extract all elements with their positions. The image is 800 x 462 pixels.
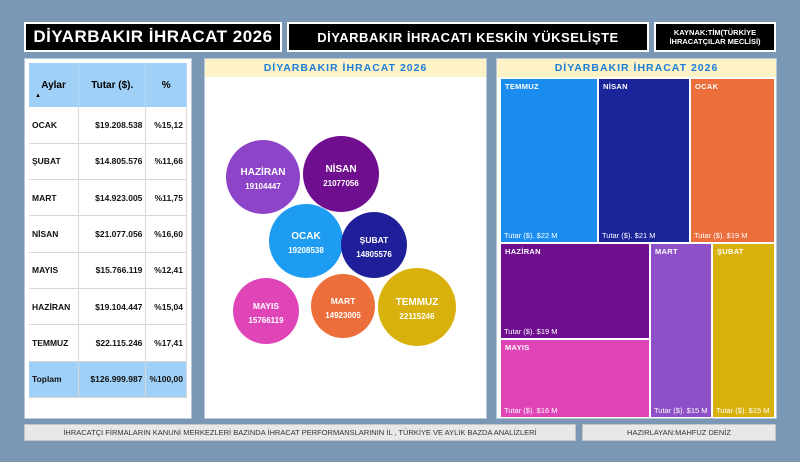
column-header-percent[interactable]: % (145, 63, 187, 107)
month-cell: MART (29, 179, 80, 217)
source-label: KAYNAK:TİM(TÜRKİYE İHRACATÇILAR MECLİSİ) (654, 22, 776, 52)
tile-name: TEMMUZ (505, 82, 539, 91)
treemap-tile-ni̇san[interactable]: NİSAN Tutar ($). $21 M (598, 78, 690, 243)
treemap-tile-temmuz[interactable]: TEMMUZ Tutar ($). $22 M (500, 78, 598, 243)
amount-cell: $14.923.005 (78, 179, 147, 217)
tile-name: MART (655, 247, 678, 256)
tile-value: Tutar ($). $22 M (504, 231, 558, 240)
headline-banner: DİYARBAKIR İHRACATI KESKİN YÜKSELİŞTE (287, 22, 649, 52)
tile-value: Tutar ($). $15 M (654, 406, 708, 415)
bubble-mayis[interactable]: MAYIS 15766119 (233, 278, 299, 344)
amount-cell: $126.999.987 (78, 361, 147, 398)
table-row[interactable]: MAYIS $15.766.119 %12,41 (29, 252, 187, 289)
bubble-circle[interactable] (311, 274, 375, 338)
bubble-circle[interactable] (226, 140, 300, 214)
table-row[interactable]: TEMMUZ $22.115.246 %17,41 (29, 324, 187, 362)
column-header-amount[interactable]: Tutar ($). (78, 63, 147, 107)
percent-cell: %15,12 (145, 107, 187, 144)
bubble-label: HAZİRAN (241, 165, 286, 178)
bubble-value: 14923005 (325, 311, 361, 320)
tile-name: NİSAN (603, 82, 628, 91)
tile-name: ŞUBAT (717, 247, 744, 256)
footer-author: HAZIRLAYAN:MAHFUZ DENİZ (582, 424, 776, 441)
bubble-ni̇san[interactable]: NİSAN 21077056 (303, 136, 379, 212)
percent-cell: %12,41 (145, 252, 187, 289)
treemap-tile-şubat[interactable]: ŞUBAT Tutar ($). $15 M (712, 243, 775, 418)
bubble-value: 15766119 (248, 316, 284, 325)
bubble-label: NİSAN (325, 162, 356, 175)
treemap-tile-mart[interactable]: MART Tutar ($). $15 M (650, 243, 712, 418)
treemap-tile-hazi̇ran[interactable]: HAZİRAN Tutar ($). $19 M (500, 243, 650, 339)
tile-value: Tutar ($). $16 M (504, 406, 558, 415)
percent-cell: %100,00 (145, 361, 187, 398)
bubble-mart[interactable]: MART 14923005 (311, 274, 375, 338)
bubble-circle[interactable] (269, 204, 343, 278)
bubble-ocak[interactable]: OCAK 19208538 (269, 204, 343, 278)
tile-value: Tutar ($). $21 M (602, 231, 656, 240)
month-cell: OCAK (29, 107, 80, 144)
table-row[interactable]: ŞUBAT $14.805.576 %11,66 (29, 143, 187, 181)
bubble-value: 22115246 (399, 312, 435, 321)
percent-cell: %15,04 (145, 288, 187, 326)
bubble-circle[interactable] (378, 268, 456, 346)
bubble-label: OCAK (291, 231, 321, 242)
treemap-tile-mayis[interactable]: MAYIS Tutar ($). $16 M (500, 339, 650, 418)
table-row[interactable]: MART $14.923.005 %11,75 (29, 179, 187, 217)
amount-cell: $14.805.576 (78, 143, 147, 181)
month-cell: ŞUBAT (29, 143, 80, 181)
table-row[interactable]: HAZİRAN $19.104.447 %15,04 (29, 288, 187, 326)
bubble-temmuz[interactable]: TEMMUZ 22115246 (378, 268, 456, 346)
amount-cell: $19.104.447 (78, 288, 147, 326)
column-header-months[interactable]: Aylar ▲ (29, 63, 80, 107)
bubble-chart: HAZİRAN 19104447 NİSAN 21077056 OCAK 19208538… (226, 136, 456, 346)
bubble-label: MAYIS (253, 301, 279, 311)
dashboard-title: DİYARBAKIR İHRACAT 2026 (24, 22, 282, 52)
amount-cell: $19.208.538 (78, 107, 147, 144)
bubble-chart-panel: DİYARBAKIR İHRACAT 2026 HAZİRAN 19104447 N… (204, 58, 487, 419)
bubble-value: 19104447 (245, 182, 281, 191)
tile-name: MAYIS (505, 343, 530, 352)
table-header-row: Aylar ▲ Tutar ($). % (29, 63, 187, 107)
tile-value: Tutar ($). $19 M (694, 231, 748, 240)
table-total-row[interactable]: Toplam $126.999.987 %100,00 (29, 361, 187, 398)
month-cell: TEMMUZ (29, 324, 80, 362)
footer-description: İHRACATÇI FİRMALARIN KANUNİ MERKEZLERİ B… (24, 424, 576, 441)
bubble-label: TEMMUZ (396, 297, 439, 308)
percent-cell: %17,41 (145, 324, 187, 362)
percent-cell: %11,66 (145, 143, 187, 181)
bubble-chart-title: DİYARBAKIR İHRACAT 2026 (205, 59, 486, 77)
percent-cell: %16,60 (145, 215, 187, 253)
treemap-panel: DİYARBAKIR İHRACAT 2026 TEMMUZ Tutar ($).… (496, 58, 777, 419)
month-cell: NİSAN (29, 215, 80, 253)
column-header-label: Aylar (41, 79, 66, 91)
bubble-value: 21077056 (323, 179, 359, 188)
tile-value: Tutar ($). $15 M (716, 406, 770, 415)
sort-ascending-icon[interactable]: ▲ (35, 93, 41, 99)
month-cell: HAZİRAN (29, 288, 80, 326)
tile-value: Tutar ($). $19 M (504, 327, 558, 336)
bubble-circle[interactable] (341, 212, 407, 278)
table-row[interactable]: NİSAN $21.077.056 %16,60 (29, 215, 187, 253)
table-row[interactable]: OCAK $19.208.538 %15,12 (29, 107, 187, 144)
monthly-table-panel: Aylar ▲ Tutar ($). % OCAK $19.208.538 %15,… (24, 58, 192, 419)
monthly-export-table: Aylar ▲ Tutar ($). % OCAK $19.208.538 %15,… (29, 63, 187, 398)
bubble-value: 19208538 (288, 246, 324, 255)
month-cell: Toplam (29, 361, 80, 398)
month-cell: MAYIS (29, 252, 80, 289)
bubble-hazi̇ran[interactable]: HAZİRAN 19104447 (226, 140, 300, 214)
bubble-value: 14805576 (356, 250, 392, 259)
amount-cell: $22.115.246 (78, 324, 147, 362)
bubble-şubat[interactable]: ŞUBAT 14805576 (341, 212, 407, 278)
amount-cell: $15.766.119 (78, 252, 147, 289)
treemap-title: DİYARBAKIR İHRACAT 2026 (497, 59, 776, 77)
treemap-tile-ocak[interactable]: OCAK Tutar ($). $19 M (690, 78, 775, 243)
bubble-circle[interactable] (303, 136, 379, 212)
tile-name: HAZİRAN (505, 247, 541, 256)
percent-cell: %11,75 (145, 179, 187, 217)
bubble-label: MART (331, 296, 356, 306)
amount-cell: $21.077.056 (78, 215, 147, 253)
bubble-circle[interactable] (233, 278, 299, 344)
tile-name: OCAK (695, 82, 719, 91)
bubble-label: ŞUBAT (360, 235, 389, 245)
